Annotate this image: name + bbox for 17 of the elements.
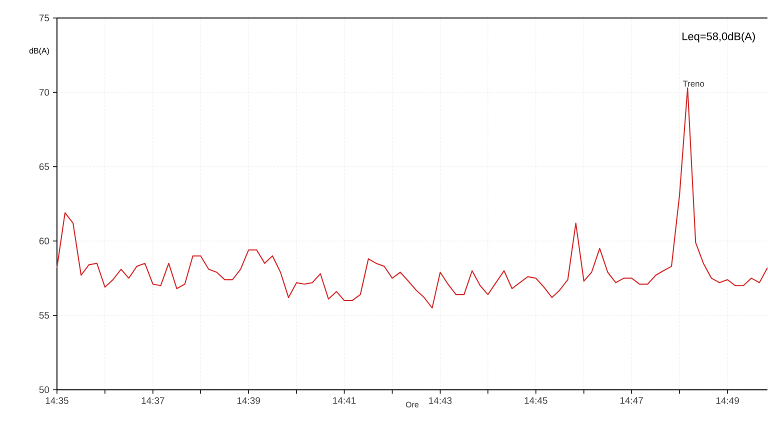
x-tick-label: 14:35 bbox=[46, 397, 68, 404]
y-tick-label: 70 bbox=[39, 89, 50, 96]
x-tick-label: 14:45 bbox=[524, 397, 548, 404]
x-tick-label: 14:47 bbox=[620, 397, 643, 404]
y-tick-label: 75 bbox=[39, 14, 50, 22]
x-tick-label: 14:49 bbox=[716, 397, 739, 404]
y-tick-label: 50 bbox=[39, 386, 50, 394]
y-tick-label: 65 bbox=[39, 163, 50, 170]
y-tick-label: 60 bbox=[39, 238, 50, 245]
annotation: Leq=58,0dB(A) bbox=[682, 32, 755, 43]
line-series bbox=[56, 87, 768, 309]
x-tick-label: 14:37 bbox=[142, 397, 164, 404]
x-tick-label: 14:39 bbox=[237, 397, 260, 404]
annotation: Treno bbox=[682, 80, 704, 87]
x-tick-label: 14:41 bbox=[333, 397, 356, 404]
y-tick-label: 55 bbox=[39, 312, 50, 319]
x-tick-label: 14:43 bbox=[429, 397, 452, 404]
